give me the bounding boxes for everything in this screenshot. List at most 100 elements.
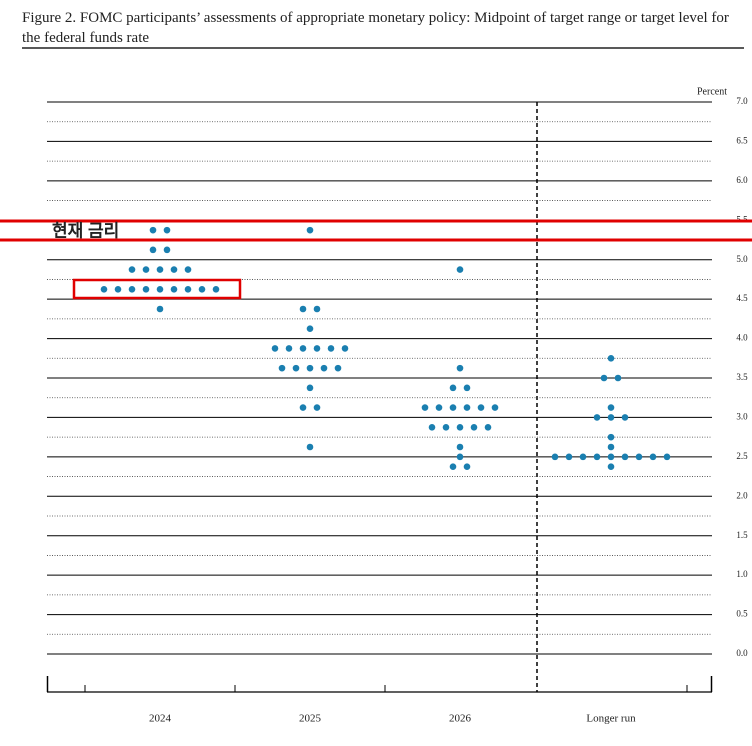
y-tick-label: 0.5	[736, 609, 748, 619]
dot	[593, 414, 601, 421]
dot	[491, 404, 499, 411]
dot	[170, 285, 178, 293]
x-tick-label: 2026	[449, 713, 472, 725]
dot	[163, 226, 171, 234]
dot	[449, 463, 457, 471]
y-tick-label: 2.5	[736, 451, 748, 461]
dot	[299, 345, 307, 352]
dot	[456, 423, 464, 431]
dot	[435, 404, 443, 411]
dot	[614, 374, 622, 382]
dot	[607, 404, 615, 411]
dot	[156, 285, 164, 293]
y-tick-label: 2.0	[736, 490, 748, 500]
dot	[607, 354, 615, 362]
dot	[292, 364, 300, 372]
y-tick-label: 6.0	[736, 175, 748, 185]
dot	[184, 285, 192, 293]
dot	[313, 305, 321, 313]
dot	[299, 404, 307, 411]
chart-title: Figure 2. FOMC participants’ assessments…	[22, 10, 729, 46]
dot	[456, 266, 464, 273]
dot	[593, 453, 601, 461]
dot	[477, 404, 485, 411]
y-tick-label: 7.0	[736, 96, 748, 106]
x-tick-label: 2025	[299, 713, 322, 725]
dot	[449, 404, 457, 411]
dot	[306, 384, 314, 392]
x-axis	[46, 676, 713, 693]
dot	[635, 453, 643, 461]
dot	[607, 433, 615, 441]
y-tick-label: 5.5	[736, 214, 748, 224]
dot	[484, 423, 492, 431]
dot	[320, 364, 328, 372]
y-tick-label: 1.0	[736, 569, 748, 579]
dot	[600, 374, 608, 382]
dot	[607, 463, 615, 471]
y-tick-label: 3.0	[736, 411, 748, 421]
dot	[271, 345, 279, 352]
dot	[163, 246, 171, 254]
dot	[128, 266, 136, 273]
dot	[313, 404, 321, 411]
y-tick-label: 4.5	[736, 293, 748, 303]
dot	[463, 463, 471, 471]
dot	[421, 404, 429, 411]
dot	[278, 364, 286, 372]
dot	[579, 453, 587, 461]
dot	[442, 423, 450, 431]
annotation: 현재 금리	[52, 221, 119, 240]
dot	[306, 226, 314, 234]
dot	[334, 364, 342, 372]
dot	[156, 305, 164, 313]
x-tick-label: 2024	[149, 713, 172, 725]
dot	[299, 305, 307, 313]
dot	[100, 285, 108, 293]
dot	[428, 423, 436, 431]
dot	[621, 453, 629, 461]
dot	[649, 453, 657, 461]
dot	[156, 266, 164, 273]
y-tick-label: 6.5	[736, 135, 748, 145]
dot	[313, 345, 321, 352]
dot	[170, 266, 178, 273]
dot	[551, 453, 559, 461]
dot	[449, 384, 457, 392]
dot	[306, 364, 314, 372]
dot	[128, 285, 136, 293]
dot	[306, 443, 314, 451]
dot	[456, 453, 464, 461]
dot	[463, 384, 471, 392]
dot	[198, 285, 206, 293]
dot	[306, 325, 314, 333]
dot	[565, 453, 573, 461]
dot	[456, 443, 464, 451]
dot	[663, 453, 671, 461]
dot	[212, 285, 220, 293]
dot	[607, 453, 615, 461]
dot	[341, 345, 349, 352]
dot	[142, 285, 150, 293]
dot	[456, 364, 464, 372]
dot	[142, 266, 150, 273]
dot	[184, 266, 192, 273]
x-tick-label: Longer run	[586, 713, 636, 725]
annotation-box	[72, 278, 242, 300]
dot	[607, 414, 615, 421]
y-tick-label: 1.5	[736, 530, 748, 540]
y-tick-label: 4.0	[736, 333, 748, 343]
dot	[327, 345, 335, 352]
dot	[149, 226, 157, 234]
y-axis-label: Percent	[697, 86, 727, 97]
y-tick-label: 3.5	[736, 372, 748, 382]
dot	[463, 404, 471, 411]
dot	[607, 443, 615, 451]
dot	[621, 414, 629, 421]
dot	[149, 246, 157, 254]
dot	[470, 423, 478, 431]
dot	[114, 285, 122, 293]
y-tick-label: 0.0	[736, 648, 748, 658]
